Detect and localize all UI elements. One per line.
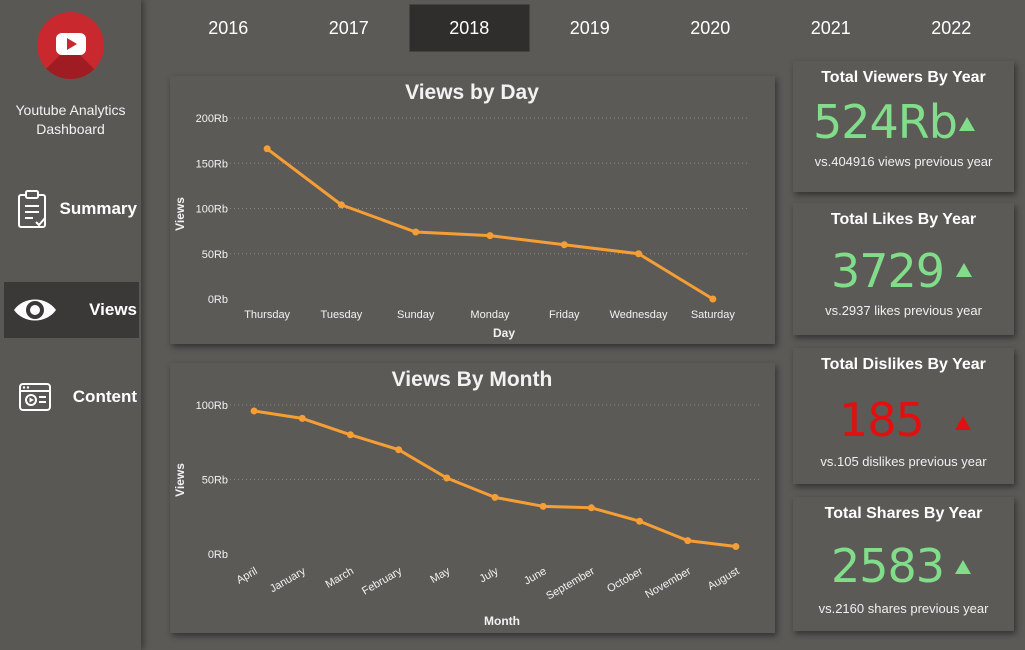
year-slicer: 2016 2017 2018 2019 2020 2021 2022 <box>168 4 1012 52</box>
series-line <box>266 147 714 301</box>
y-tick-label: 0Rb <box>208 549 228 561</box>
sidebar-item-views[interactable]: Views <box>4 282 139 338</box>
data-point[interactable] <box>732 543 740 551</box>
y-tick-label: 200Rb <box>196 113 228 125</box>
x-tick-label: Saturday <box>691 309 736 321</box>
y-tick-label: 0Rb <box>208 294 228 306</box>
trend-up-icon <box>956 263 972 277</box>
x-tick-label: May <box>428 565 452 586</box>
views-by-day-chart: Views by Day Views Day 0Rb 50Rb 100Rb 150Rb… <box>170 76 775 344</box>
y-axis-label: Views <box>173 463 187 497</box>
data-point[interactable] <box>337 201 345 209</box>
y-tick-label: 150Rb <box>196 158 228 170</box>
data-point[interactable] <box>684 537 692 545</box>
chart-title: Views By Month <box>392 368 553 391</box>
data-point[interactable] <box>587 504 595 512</box>
views-by-month-chart: Views By Month Views Month 0Rb 50Rb 100Rb … <box>170 363 775 633</box>
trend-up-icon <box>959 117 975 131</box>
views-by-day-svg: Views by Day Views Day 0Rb 50Rb 100Rb 150Rb… <box>173 81 750 340</box>
data-point[interactable] <box>395 446 403 454</box>
year-tab-2019[interactable]: 2019 <box>569 17 610 38</box>
sidebar: Youtube Analytics Dashboard Summary View… <box>0 0 141 650</box>
year-tab-2020[interactable]: 2020 <box>690 17 731 38</box>
kpi-subtitle: vs.2937 likes previous year <box>825 303 982 318</box>
kpi-total-dislikes: Total Dislikes By Year 185 vs.105 dislik… <box>793 348 1014 484</box>
data-point[interactable] <box>560 241 568 249</box>
kpi-value: 3729 <box>831 244 945 298</box>
x-tick-label: March <box>323 565 355 591</box>
kpi-total-likes: Total Likes By Year 3729 vs.2937 likes p… <box>793 203 1014 335</box>
x-tick-label: February <box>360 565 405 598</box>
sidebar-item-label: Content <box>72 387 137 406</box>
x-tick-label: Sunday <box>397 309 435 321</box>
data-point[interactable] <box>709 295 717 303</box>
youtube-logo-icon <box>37 12 104 79</box>
x-tick-label: August <box>706 565 742 593</box>
data-point[interactable] <box>636 517 644 525</box>
kpi-title: Total Shares By Year <box>824 505 983 522</box>
x-tick-label: Wednesday <box>610 309 668 321</box>
x-axis-label: Month <box>484 614 520 628</box>
kpi-subtitle: vs.2160 shares previous year <box>818 601 989 616</box>
trend-up-icon <box>955 416 971 430</box>
y-axis-label: Views <box>173 197 187 231</box>
y-tick-label: 100Rb <box>196 400 228 412</box>
kpi-total-viewers: Total Viewers By Year 524Rb vs.404916 vi… <box>793 61 1014 192</box>
data-point[interactable] <box>263 145 271 153</box>
kpi-value: 524Rb <box>813 95 958 149</box>
x-tick-label: January <box>268 565 308 595</box>
kpi-title: Total Likes By Year <box>830 211 977 228</box>
kpi-title: Total Dislikes By Year <box>821 356 986 373</box>
app-title: Youtube Analytics Dashboard <box>15 102 126 137</box>
sidebar-item-summary[interactable]: Summary <box>4 181 139 237</box>
y-tick-label: 100Rb <box>196 204 228 216</box>
x-tick-label: Tuesday <box>321 309 363 321</box>
year-tab-2017[interactable]: 2017 <box>328 17 369 38</box>
y-tick-label: 50Rb <box>202 249 228 261</box>
x-tick-label: Thursday <box>244 309 290 321</box>
year-tab-2021[interactable]: 2021 <box>810 17 851 38</box>
data-point[interactable] <box>635 250 643 258</box>
sidebar-item-label: Views <box>89 300 137 319</box>
data-point[interactable] <box>486 232 494 240</box>
year-tab-2016[interactable]: 2016 <box>208 17 249 38</box>
x-tick-label: September <box>544 565 597 602</box>
data-point[interactable] <box>346 431 354 439</box>
x-axis-label: Day <box>493 326 515 340</box>
x-tick-label: November <box>643 565 693 601</box>
data-point[interactable] <box>539 502 547 510</box>
chart-title: Views by Day <box>405 81 539 104</box>
y-tick-label: 50Rb <box>202 475 228 487</box>
kpi-subtitle: vs.105 dislikes previous year <box>820 454 987 469</box>
data-point[interactable] <box>491 493 499 501</box>
data-point[interactable] <box>250 407 258 415</box>
kpi-title: Total Viewers By Year <box>821 69 986 86</box>
x-tick-label: June <box>522 565 549 587</box>
kpi-total-shares: Total Shares By Year 2583 vs.2160 shares… <box>793 497 1014 631</box>
trend-up-icon <box>955 560 971 574</box>
year-tab-2022[interactable]: 2022 <box>931 17 972 38</box>
kpi-value: 185 <box>839 393 925 447</box>
data-point[interactable] <box>412 228 420 236</box>
kpi-subtitle: vs.404916 views previous year <box>814 154 993 169</box>
video-window-icon <box>19 383 51 411</box>
x-tick-label: July <box>478 565 501 585</box>
kpi-value: 2583 <box>831 539 945 593</box>
series-line <box>253 409 737 549</box>
clipboard-icon <box>18 190 46 228</box>
sidebar-item-label: Summary <box>59 199 137 218</box>
data-point[interactable] <box>298 414 306 422</box>
x-tick-label: October <box>605 565 645 595</box>
data-point[interactable] <box>443 474 451 482</box>
eye-icon <box>14 299 56 321</box>
x-tick-label: Friday <box>549 309 580 321</box>
year-tab-2018[interactable]: 2018 <box>409 4 530 52</box>
views-by-month-svg: Views By Month Views Month 0Rb50Rb100Rb … <box>173 368 760 628</box>
sidebar-item-content[interactable]: Content <box>4 369 139 425</box>
x-tick-label: Monday <box>470 309 510 321</box>
x-tick-label: April <box>235 565 260 586</box>
